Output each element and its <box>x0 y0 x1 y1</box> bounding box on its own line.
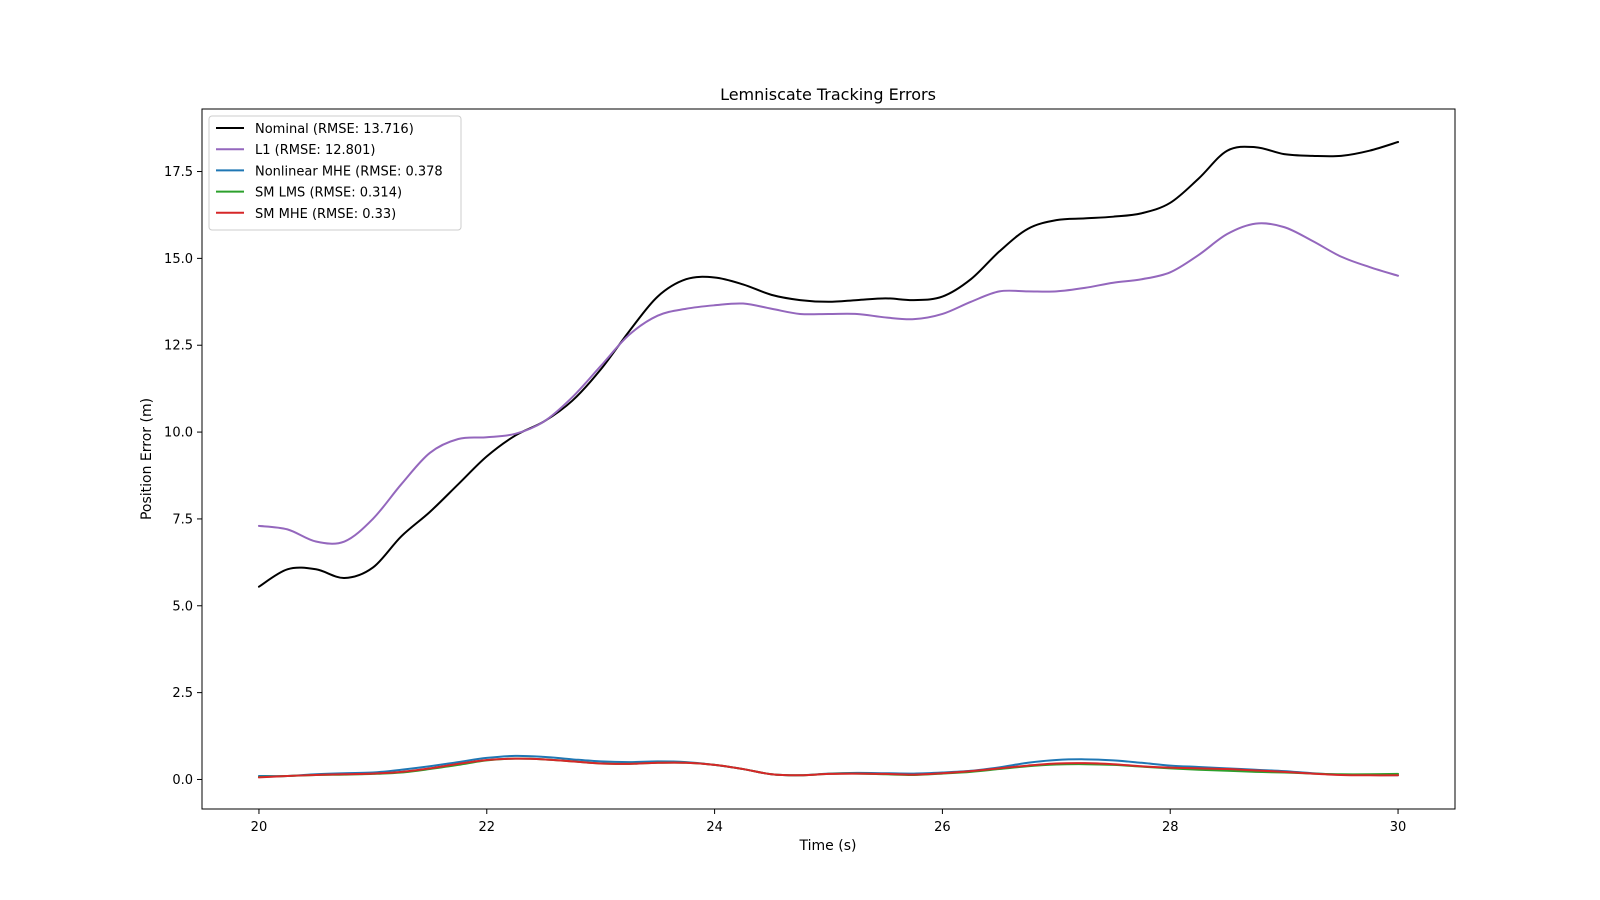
legend-label-3: Nonlinear MHE (RMSE: 0.378 <box>255 164 443 179</box>
y-tick-label: 2.5 <box>172 686 193 701</box>
legend-label-5: SM MHE (RMSE: 0.33) <box>255 207 396 222</box>
chart-title: Lemniscate Tracking Errors <box>720 85 936 104</box>
y-tick-label: 10.0 <box>164 426 193 441</box>
x-tick-label: 28 <box>1162 820 1179 835</box>
x-tick-label: 26 <box>934 820 951 835</box>
y-axis-label: Position Error (m) <box>139 398 155 520</box>
series-line-2 <box>257 222 1400 545</box>
series-line-5 <box>257 757 1400 779</box>
x-axis: 20 22 24 26 28 30 <box>251 809 1407 835</box>
y-tick-label: 5.0 <box>172 599 193 614</box>
legend-label-2: L1 (RMSE: 12.801) <box>255 143 376 158</box>
y-tick-label: 0.0 <box>172 773 193 788</box>
plot-lines <box>257 141 1400 779</box>
y-axis: 0.0 2.5 5.0 7.5 10.0 12.5 15.0 17.5 <box>164 165 202 788</box>
legend-box <box>208 115 462 231</box>
legend-label-4: SM LMS (RMSE: 0.314) <box>255 186 402 201</box>
x-tick-label: 30 <box>1390 820 1407 835</box>
y-tick-label: 7.5 <box>172 512 193 527</box>
y-tick-label: 17.5 <box>164 165 193 180</box>
x-axis-label: Time (s) <box>799 838 857 854</box>
x-tick-label: 22 <box>478 820 495 835</box>
y-tick-label: 12.5 <box>164 339 193 354</box>
legend-label-1: Nominal (RMSE: 13.716) <box>255 122 414 137</box>
legend: Nominal (RMSE: 13.716) L1 (RMSE: 12.801) N… <box>208 115 462 231</box>
x-tick-label: 24 <box>706 820 723 835</box>
y-tick-label: 15.0 <box>164 252 193 267</box>
x-tick-label: 20 <box>251 820 268 835</box>
plot-frame <box>201 108 1456 810</box>
series-line-1 <box>257 141 1400 588</box>
